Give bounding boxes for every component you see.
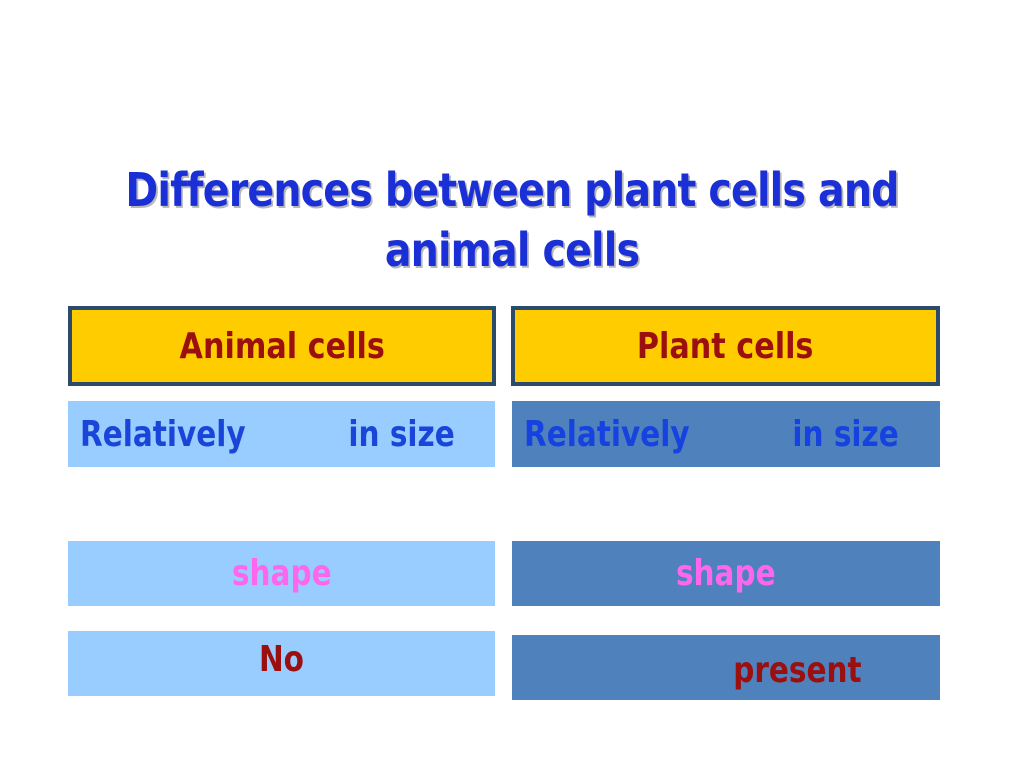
plant-size-text: Relatively in size xyxy=(524,413,899,455)
animal-size-cell: Relatively in size xyxy=(68,401,495,467)
animal-shape-text: shape xyxy=(231,553,332,594)
slide-title-line-1: Differences between plant cells and xyxy=(125,163,899,217)
header-plant-cells: Plant cells xyxy=(511,306,940,386)
animal-shape-cell: shape xyxy=(68,541,495,606)
animal-last-cell: No xyxy=(68,631,495,696)
plant-shape-cell: shape xyxy=(512,541,940,606)
plant-last-text: present xyxy=(733,650,862,691)
header-animal-cells: Animal cells xyxy=(68,306,496,386)
slide-title: Differences between plant cells and anim… xyxy=(106,160,918,280)
header-animal-cells-label: Animal cells xyxy=(179,325,385,367)
animal-last-text: No xyxy=(259,639,304,680)
plant-size-cell: Relatively in size xyxy=(512,401,940,467)
slide-title-line-2: animal cells xyxy=(384,223,640,277)
animal-size-text: Relatively in size xyxy=(80,413,455,455)
plant-shape-text: shape xyxy=(676,553,776,594)
plant-last-cell: present xyxy=(512,635,940,700)
header-plant-cells-label: Plant cells xyxy=(637,325,814,367)
